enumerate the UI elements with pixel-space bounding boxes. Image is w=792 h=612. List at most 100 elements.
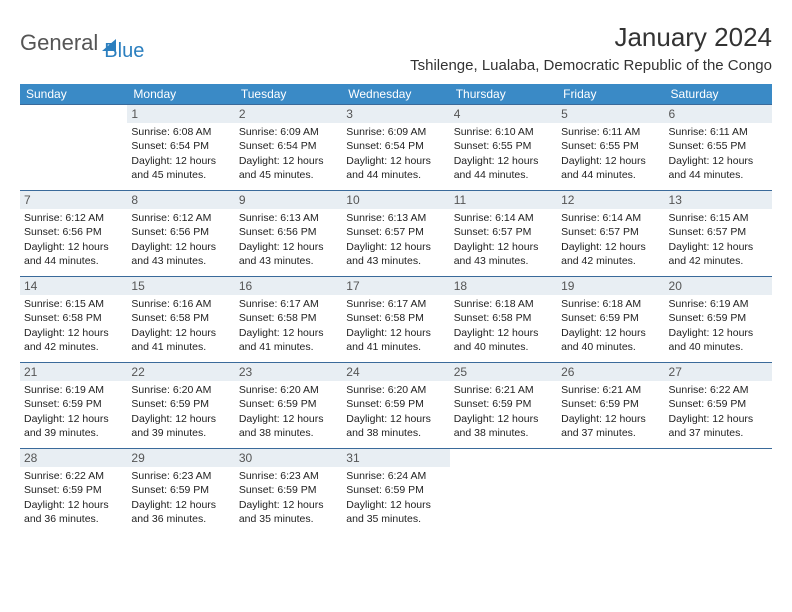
calendar-cell: 7Sunrise: 6:12 AMSunset: 6:56 PMDaylight…: [20, 191, 127, 277]
calendar-cell: 2Sunrise: 6:09 AMSunset: 6:54 PMDaylight…: [235, 105, 342, 191]
calendar-cell: 16Sunrise: 6:17 AMSunset: 6:58 PMDayligh…: [235, 277, 342, 363]
weekday-header: Wednesday: [342, 84, 449, 105]
day-number: 13: [665, 191, 772, 209]
sunrise-text: Sunrise: 6:15 AM: [24, 297, 123, 311]
calendar-week: 1Sunrise: 6:08 AMSunset: 6:54 PMDaylight…: [20, 105, 772, 191]
sunset-text: Sunset: 6:56 PM: [24, 225, 123, 239]
sunset-text: Sunset: 6:59 PM: [24, 483, 123, 497]
calendar-cell: 27Sunrise: 6:22 AMSunset: 6:59 PMDayligh…: [665, 363, 772, 449]
calendar-cell: 15Sunrise: 6:16 AMSunset: 6:58 PMDayligh…: [127, 277, 234, 363]
daylight-text: Daylight: 12 hours and 43 minutes.: [346, 240, 445, 268]
day-number: 14: [20, 277, 127, 295]
daylight-text: Daylight: 12 hours and 35 minutes.: [239, 498, 338, 526]
day-number: 18: [450, 277, 557, 295]
daylight-text: Daylight: 12 hours and 43 minutes.: [239, 240, 338, 268]
daylight-text: Daylight: 12 hours and 39 minutes.: [131, 412, 230, 440]
calendar-cell: 14 Sunrise: 6:15 AMSunset: 6:58 PMDayligh…: [20, 277, 127, 363]
calendar-cell: 11Sunrise: 6:14 AMSunset: 6:57 PMDayligh…: [450, 191, 557, 277]
calendar-cell: 20Sunrise: 6:19 AMSunset: 6:59 PMDayligh…: [665, 277, 772, 363]
daylight-text: Daylight: 12 hours and 44 minutes.: [561, 154, 660, 182]
calendar-cell: [557, 449, 664, 535]
page-title: January 2024: [410, 22, 772, 53]
calendar-cell: 13Sunrise: 6:15 AMSunset: 6:57 PMDayligh…: [665, 191, 772, 277]
sunset-text: Sunset: 6:55 PM: [669, 139, 768, 153]
weekday-header: Friday: [557, 84, 664, 105]
sunset-text: Sunset: 6:58 PM: [24, 311, 123, 325]
sunrise-text: Sunrise: 6:23 AM: [239, 469, 338, 483]
calendar-cell: 30Sunrise: 6:23 AMSunset: 6:59 PMDayligh…: [235, 449, 342, 535]
weekday-header: Sunday: [20, 84, 127, 105]
calendar-cell: 29Sunrise: 6:23 AMSunset: 6:59 PMDayligh…: [127, 449, 234, 535]
sunrise-text: Sunrise: 6:18 AM: [454, 297, 553, 311]
calendar-cell: 19Sunrise: 6:18 AMSunset: 6:59 PMDayligh…: [557, 277, 664, 363]
logo-text-general: General: [20, 30, 98, 56]
day-number: 22: [127, 363, 234, 381]
sunset-text: Sunset: 6:59 PM: [346, 483, 445, 497]
day-number: 17: [342, 277, 449, 295]
calendar-cell: 3Sunrise: 6:09 AMSunset: 6:54 PMDaylight…: [342, 105, 449, 191]
calendar-cell: [665, 449, 772, 535]
calendar-cell: 18Sunrise: 6:18 AMSunset: 6:58 PMDayligh…: [450, 277, 557, 363]
calendar-cell: 22 Sunrise: 6:20 AMSunset: 6:59 PMDayligh…: [127, 363, 234, 449]
sunset-text: Sunset: 6:54 PM: [239, 139, 338, 153]
logo: General Blue: [20, 22, 144, 63]
weekday-header: Tuesday: [235, 84, 342, 105]
day-number: 5: [557, 105, 664, 123]
sunset-text: Sunset: 6:58 PM: [346, 311, 445, 325]
daylight-text: Daylight: 12 hours and 43 minutes.: [131, 240, 230, 268]
day-number: 30: [235, 449, 342, 467]
day-number: 16: [235, 277, 342, 295]
sunrise-text: Sunrise: 6:18 AM: [561, 297, 660, 311]
daylight-text: Daylight: 12 hours and 37 minutes.: [561, 412, 660, 440]
sunset-text: Sunset: 6:56 PM: [239, 225, 338, 239]
daylight-text: Daylight: 12 hours and 37 minutes.: [669, 412, 768, 440]
calendar-cell: 1Sunrise: 6:08 AMSunset: 6:54 PMDaylight…: [127, 105, 234, 191]
day-number: 26: [557, 363, 664, 381]
daylight-text: Daylight: 12 hours and 35 minutes.: [346, 498, 445, 526]
sunset-text: Sunset: 6:54 PM: [131, 139, 230, 153]
calendar-cell: 17Sunrise: 6:17 AMSunset: 6:58 PMDayligh…: [342, 277, 449, 363]
daylight-text: Daylight: 12 hours and 41 minutes.: [239, 326, 338, 354]
weekday-header: Saturday: [665, 84, 772, 105]
daylight-text: Daylight: 12 hours and 44 minutes.: [669, 154, 768, 182]
sunset-text: Sunset: 6:59 PM: [346, 397, 445, 411]
sunrise-text: Sunrise: 6:20 AM: [131, 383, 230, 397]
calendar-cell: 23Sunrise: 6:20 AMSunset: 6:59 PMDayligh…: [235, 363, 342, 449]
sunrise-text: Sunrise: 6:10 AM: [454, 125, 553, 139]
sunset-text: Sunset: 6:57 PM: [346, 225, 445, 239]
calendar-cell: 10 Sunrise: 6:13 AMSunset: 6:57 PMDayligh…: [342, 191, 449, 277]
calendar-cell: [450, 449, 557, 535]
calendar-cell: 31Sunrise: 6:24 AMSunset: 6:59 PMDayligh…: [342, 449, 449, 535]
weekday-row: SundayMondayTuesdayWednesdayThursdayFrid…: [20, 84, 772, 105]
sunrise-text: Sunrise: 6:22 AM: [24, 469, 123, 483]
calendar-cell: 9Sunrise: 6:13 AMSunset: 6:56 PMDaylight…: [235, 191, 342, 277]
sunset-text: Sunset: 6:56 PM: [131, 225, 230, 239]
logo-text-blue: Blue: [104, 40, 144, 63]
daylight-text: Daylight: 12 hours and 38 minutes.: [346, 412, 445, 440]
daylight-text: Daylight: 12 hours and 36 minutes.: [24, 498, 123, 526]
day-number: 10: [342, 191, 449, 209]
calendar-cell: 8Sunrise: 6:12 AMSunset: 6:56 PMDaylight…: [127, 191, 234, 277]
sunrise-text: Sunrise: 6:08 AM: [131, 125, 230, 139]
sunrise-text: Sunrise: 6:21 AM: [454, 383, 553, 397]
sunset-text: Sunset: 6:57 PM: [454, 225, 553, 239]
daylight-text: Daylight: 12 hours and 40 minutes.: [669, 326, 768, 354]
calendar-table: SundayMondayTuesdayWednesdayThursdayFrid…: [20, 84, 772, 535]
location-subtitle: Tshilenge, Lualaba, Democratic Republic …: [410, 57, 772, 74]
sunset-text: Sunset: 6:59 PM: [24, 397, 123, 411]
calendar-cell: 26Sunrise: 6:21 AMSunset: 6:59 PMDayligh…: [557, 363, 664, 449]
daylight-text: Daylight: 12 hours and 42 minutes.: [24, 326, 123, 354]
sunset-text: Sunset: 6:59 PM: [131, 397, 230, 411]
day-number: 23: [235, 363, 342, 381]
calendar-week: 7Sunrise: 6:12 AMSunset: 6:56 PMDaylight…: [20, 191, 772, 277]
daylight-text: Daylight: 12 hours and 38 minutes.: [454, 412, 553, 440]
sunrise-text: Sunrise: 6:12 AM: [24, 211, 123, 225]
day-number: 24: [342, 363, 449, 381]
calendar-cell: 24Sunrise: 6:20 AMSunset: 6:59 PMDayligh…: [342, 363, 449, 449]
day-number: 8: [127, 191, 234, 209]
calendar-week: 21Sunrise: 6:19 AMSunset: 6:59 PMDayligh…: [20, 363, 772, 449]
title-block: January 2024 Tshilenge, Lualaba, Democra…: [410, 22, 772, 74]
sunrise-text: Sunrise: 6:13 AM: [346, 211, 445, 225]
weekday-header: Thursday: [450, 84, 557, 105]
sunset-text: Sunset: 6:58 PM: [131, 311, 230, 325]
